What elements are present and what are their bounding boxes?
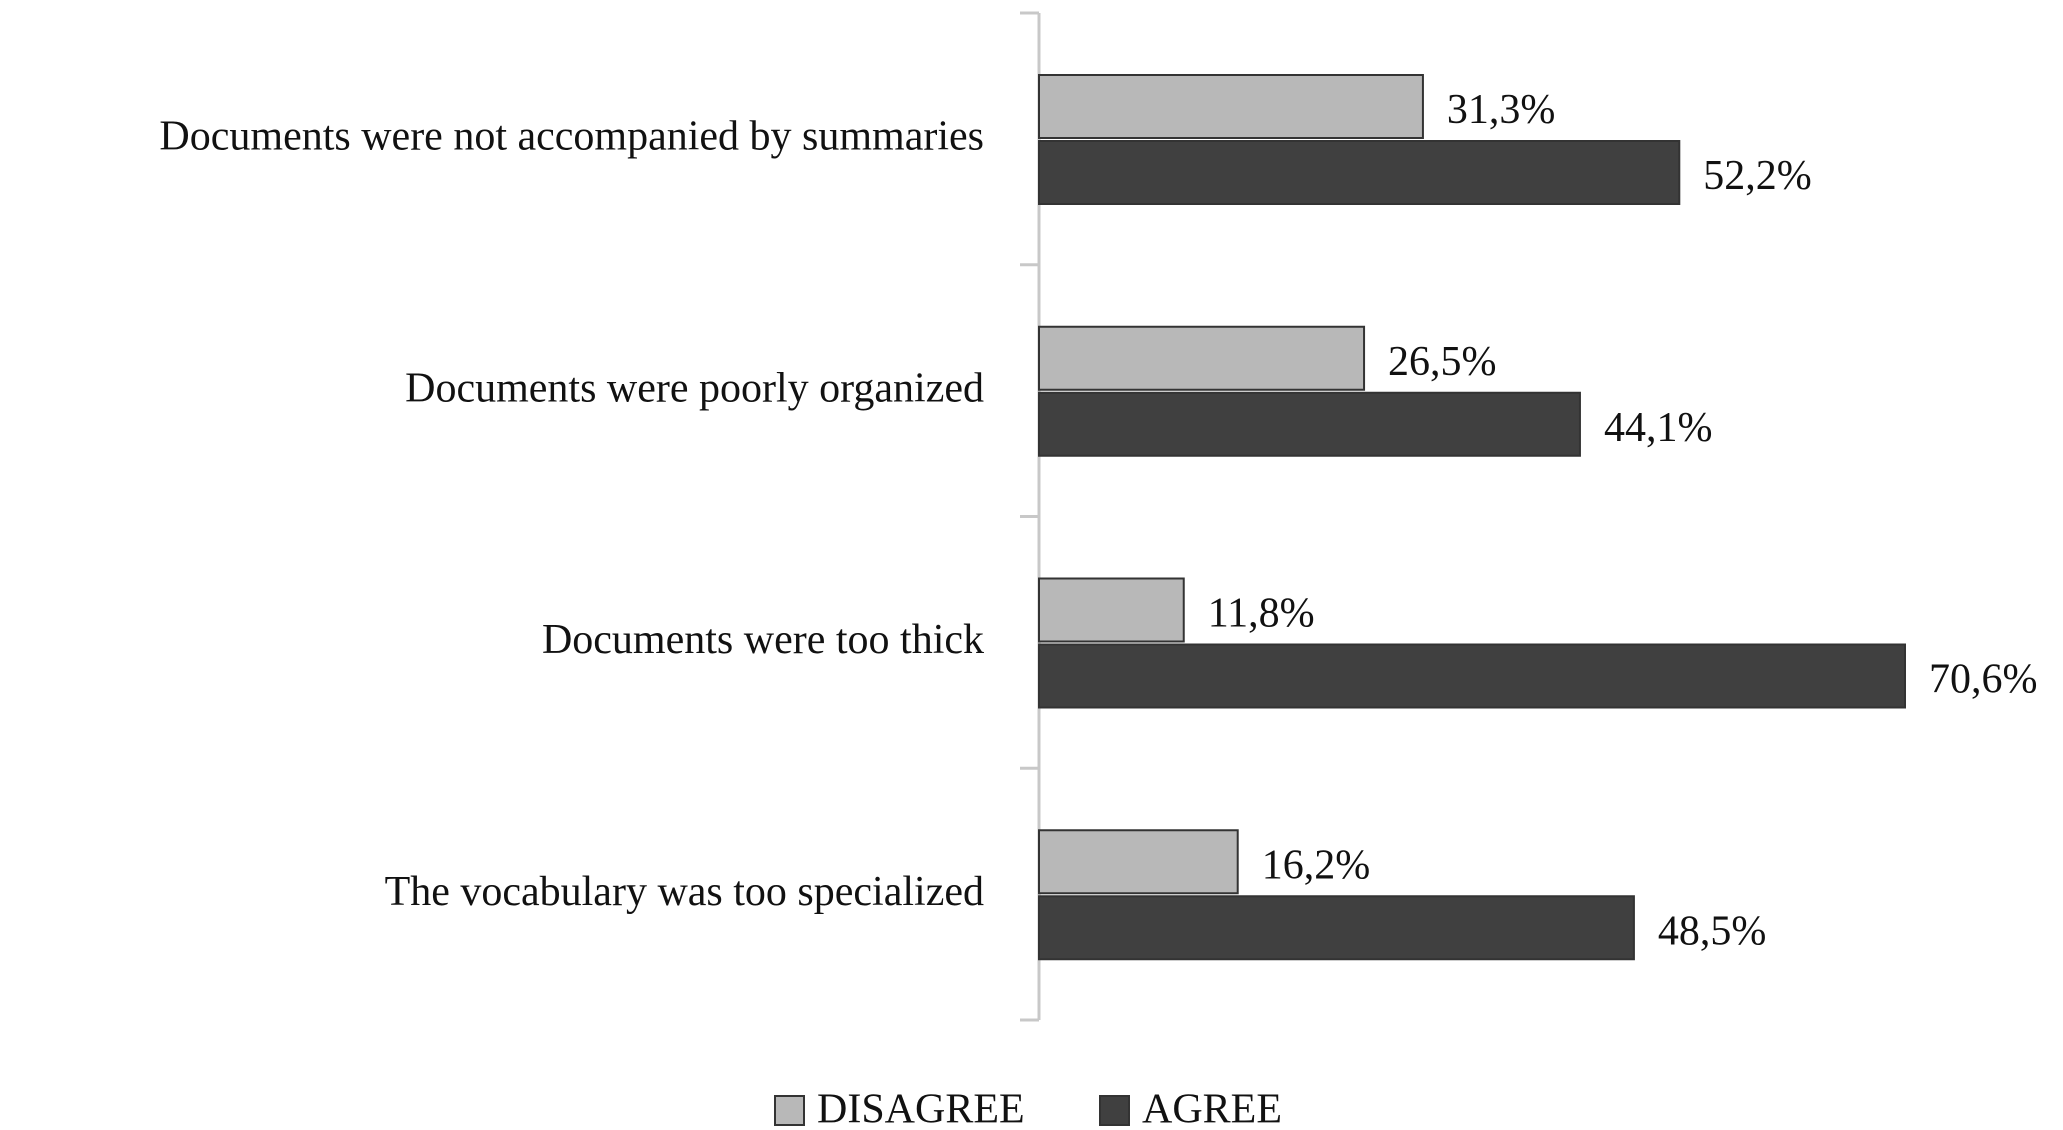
value-label: 52,2% bbox=[1703, 153, 1812, 199]
category-label: Documents were too thick bbox=[542, 617, 984, 663]
category-label: Documents were poorly organized bbox=[405, 365, 984, 411]
bar bbox=[1038, 140, 1681, 205]
legend-label: AGREE bbox=[1142, 1087, 1282, 1130]
value-label: 44,1% bbox=[1604, 405, 1713, 451]
value-label: 31,3% bbox=[1447, 87, 1556, 133]
value-label: 48,5% bbox=[1658, 908, 1767, 954]
bar bbox=[1038, 391, 1581, 457]
bar bbox=[1038, 895, 1635, 961]
bar bbox=[1038, 577, 1185, 643]
bar bbox=[1038, 74, 1424, 139]
value-label: 26,5% bbox=[1388, 339, 1497, 385]
category-label: The vocabulary was too specialized bbox=[385, 869, 984, 915]
value-label: 16,2% bbox=[1262, 842, 1371, 888]
value-label: 70,6% bbox=[1929, 657, 2038, 703]
legend-swatch bbox=[1099, 1095, 1130, 1126]
legend-label: DISAGREE bbox=[817, 1087, 1025, 1130]
bar bbox=[1038, 829, 1239, 895]
bar bbox=[1038, 325, 1366, 391]
category-label: Documents were not accompanied by summar… bbox=[159, 114, 984, 160]
value-label: 11,8% bbox=[1208, 591, 1315, 637]
legend-swatch bbox=[774, 1095, 805, 1126]
bar bbox=[1038, 643, 1906, 709]
